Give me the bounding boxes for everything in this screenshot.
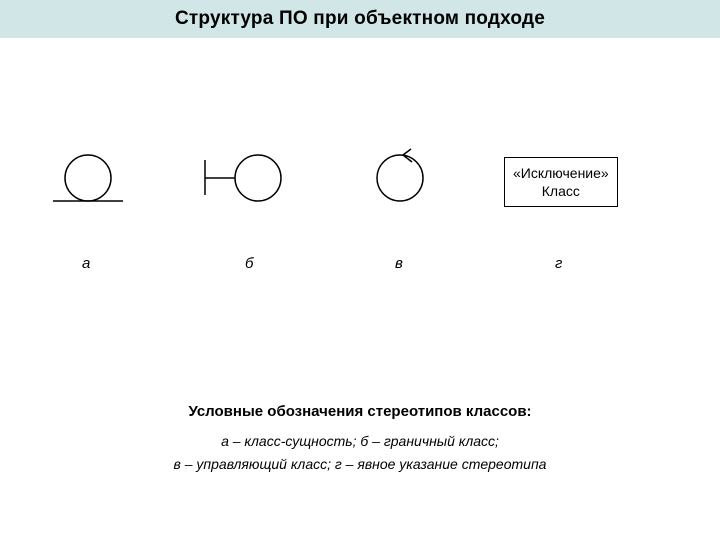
label-a: а [82, 255, 90, 272]
legend-line1: а – класс-сущность; б – граничный класс; [0, 430, 720, 452]
legend: Условные обозначения стереотипов классов… [0, 400, 720, 475]
diagram-v [365, 145, 435, 220]
title-bar: Структура ПО при объектном подходе [0, 0, 720, 38]
diagram-row: «Исключение» Класс [0, 145, 720, 235]
diagram-a [48, 145, 128, 220]
box-line1: «Исключение» [513, 165, 609, 181]
diagram-b [195, 145, 295, 220]
label-g: г [555, 255, 562, 272]
legend-title: Условные обозначения стереотипов классов… [0, 400, 720, 424]
label-row: а б в г [0, 255, 720, 275]
diagram-g-box: «Исключение» Класс [504, 157, 618, 207]
label-b: б [245, 255, 253, 272]
boundary-class-icon [195, 145, 295, 215]
page-title: Структура ПО при объектном подходе [175, 8, 545, 29]
label-v: в [395, 255, 403, 272]
box-line2: Класс [542, 183, 580, 199]
control-class-icon [365, 145, 435, 215]
legend-line2: в – управляющий класс; г – явное указани… [0, 453, 720, 475]
entity-class-icon [48, 145, 128, 215]
